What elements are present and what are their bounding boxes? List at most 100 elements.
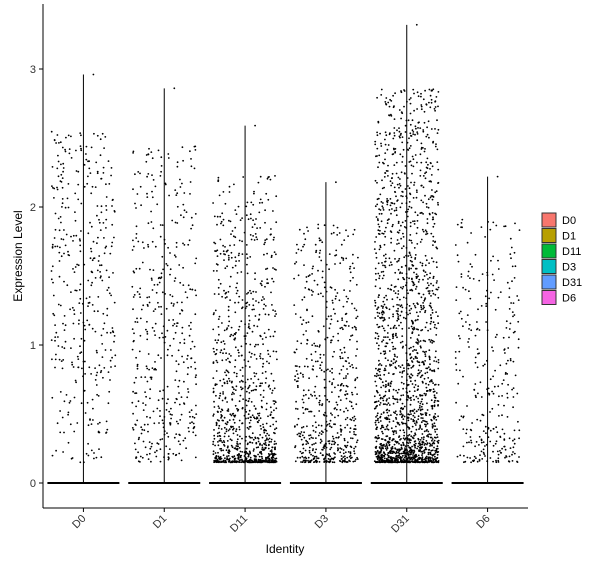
data-point <box>410 325 413 328</box>
data-point <box>174 379 177 381</box>
data-point <box>400 394 403 397</box>
data-point <box>253 239 256 241</box>
data-point <box>62 451 64 453</box>
data-point <box>220 341 223 344</box>
data-point <box>105 245 108 248</box>
data-point <box>136 367 139 370</box>
data-point <box>421 460 424 463</box>
data-point <box>75 289 78 292</box>
data-point <box>246 443 249 446</box>
data-point <box>308 446 311 449</box>
data-point <box>233 393 235 395</box>
data-point <box>240 379 243 382</box>
data-point <box>239 394 242 397</box>
data-point <box>387 175 389 177</box>
data-point <box>374 205 377 208</box>
data-point <box>147 222 150 225</box>
data-point <box>379 317 382 320</box>
data-point <box>340 434 342 436</box>
data-point <box>375 216 378 218</box>
data-point <box>260 399 263 402</box>
data-point <box>330 412 332 415</box>
data-point <box>474 334 477 337</box>
data-point <box>398 229 401 232</box>
data-point <box>265 422 268 425</box>
data-point <box>253 405 256 407</box>
data-point <box>389 385 392 388</box>
data-point <box>219 456 222 458</box>
data-point <box>352 253 354 256</box>
data-point <box>346 385 349 388</box>
data-point <box>269 450 272 452</box>
data-point <box>171 219 174 222</box>
violin-group-d1 <box>128 87 201 484</box>
data-point <box>343 439 346 442</box>
data-point <box>403 438 406 441</box>
data-point <box>345 375 347 377</box>
data-point <box>484 455 486 457</box>
data-point <box>383 329 386 332</box>
data-point <box>329 425 331 428</box>
data-point <box>417 454 420 457</box>
data-point <box>232 418 235 421</box>
data-point <box>394 410 397 413</box>
data-point <box>396 312 399 315</box>
data-point <box>275 460 278 463</box>
data-point <box>224 246 226 248</box>
data-point <box>151 279 153 281</box>
data-point <box>374 337 377 340</box>
data-point <box>489 429 492 432</box>
data-point <box>387 382 390 385</box>
data-point <box>413 223 416 225</box>
data-point <box>511 265 514 268</box>
data-point <box>390 284 393 287</box>
data-point <box>139 461 141 463</box>
data-point <box>492 375 494 378</box>
data-point <box>431 370 434 372</box>
data-point <box>375 453 378 455</box>
data-point <box>250 292 253 295</box>
data-point <box>388 409 391 412</box>
data-point <box>512 387 515 389</box>
data-point <box>436 119 438 122</box>
data-point <box>269 233 272 236</box>
data-point <box>431 439 433 442</box>
data-point <box>72 234 75 237</box>
data-point <box>323 447 325 449</box>
data-point <box>464 288 467 291</box>
data-point <box>516 295 519 297</box>
data-point <box>247 218 250 221</box>
data-point <box>296 456 299 459</box>
data-point <box>465 432 468 435</box>
data-point <box>307 459 309 462</box>
data-point <box>90 284 93 287</box>
data-point <box>265 435 267 437</box>
data-point <box>195 404 197 407</box>
data-point <box>388 338 391 341</box>
data-point <box>351 302 353 305</box>
points-d31 <box>373 23 440 464</box>
data-point <box>212 415 215 417</box>
data-point <box>389 180 392 183</box>
data-point <box>400 407 402 410</box>
data-point <box>213 400 215 403</box>
data-point <box>219 238 222 241</box>
data-point <box>405 247 408 249</box>
data-point <box>190 409 193 412</box>
data-point <box>509 447 512 449</box>
data-point <box>273 387 276 390</box>
data-point <box>340 243 343 246</box>
data-point <box>434 428 436 431</box>
data-point <box>406 276 408 279</box>
data-point <box>404 422 407 425</box>
data-point <box>501 395 503 397</box>
data-point <box>143 429 146 432</box>
data-point <box>385 399 388 402</box>
data-point <box>265 459 268 462</box>
data-point <box>419 127 422 129</box>
data-point <box>394 452 397 455</box>
data-point <box>56 134 59 136</box>
data-point <box>483 363 486 366</box>
data-point <box>401 408 404 411</box>
